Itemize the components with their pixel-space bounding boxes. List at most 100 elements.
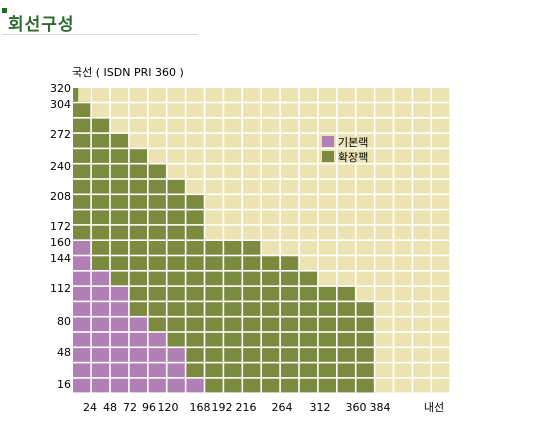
grid-cell xyxy=(394,179,412,194)
grid-cell xyxy=(262,149,280,163)
grid-cell xyxy=(205,179,223,194)
grid-cell xyxy=(375,271,393,286)
title-divider xyxy=(2,34,198,35)
grid-cell xyxy=(280,363,299,378)
grid-cell xyxy=(413,241,431,255)
grid-cell xyxy=(110,88,129,102)
grid-cell xyxy=(394,363,412,378)
grid-cell xyxy=(148,225,166,240)
grid-cell xyxy=(110,363,129,378)
y-tick-label: 304 xyxy=(50,98,71,111)
grid-cell xyxy=(243,286,261,301)
legend-swatch xyxy=(322,136,334,147)
grid-cell xyxy=(243,225,261,240)
grid-cell xyxy=(318,210,336,225)
grid-cell xyxy=(91,256,110,270)
grid-cell xyxy=(299,348,318,362)
grid-cell xyxy=(299,133,318,148)
grid-cell xyxy=(318,256,336,270)
grid-cell xyxy=(262,378,280,393)
grid-cell xyxy=(148,286,166,301)
grid-cell xyxy=(205,241,223,255)
grid-cell xyxy=(432,225,450,240)
grid-cell xyxy=(73,378,91,393)
grid-cell xyxy=(262,164,280,179)
grid-cell xyxy=(318,378,336,393)
grid-cell xyxy=(356,210,374,225)
grid-cell xyxy=(299,332,318,347)
grid-cell xyxy=(337,118,355,133)
grid-cell xyxy=(186,271,204,286)
grid-cell xyxy=(243,164,261,179)
grid-cell xyxy=(224,164,242,179)
y-tick-label: 80 xyxy=(57,315,71,328)
grid-cell xyxy=(205,348,223,362)
grid-cell xyxy=(224,225,242,240)
partial-cell xyxy=(356,385,374,393)
grid-cell xyxy=(91,302,110,316)
grid-cell xyxy=(73,179,91,194)
grid-cell xyxy=(167,164,185,179)
grid-cell xyxy=(91,363,110,378)
grid-cell xyxy=(167,179,185,194)
grid-cell xyxy=(432,103,450,117)
grid-cell xyxy=(356,241,374,255)
grid-cell xyxy=(205,317,223,332)
grid-cell xyxy=(394,332,412,347)
grid-cell xyxy=(129,271,147,286)
grid-cell xyxy=(432,271,450,286)
grid-cell xyxy=(205,103,223,117)
grid-cell xyxy=(318,317,336,332)
grid-cell xyxy=(167,378,185,393)
grid-cell xyxy=(432,256,450,270)
grid-cell xyxy=(375,286,393,301)
grid-cell xyxy=(394,286,412,301)
grid-cell xyxy=(262,241,280,255)
x-tick-label: 120 xyxy=(158,401,179,414)
y-tick-label: 48 xyxy=(57,346,71,359)
grid-cell xyxy=(243,332,261,347)
grid-cell xyxy=(337,332,355,347)
grid-cell xyxy=(356,225,374,240)
grid-cell xyxy=(262,256,280,270)
grid-cell xyxy=(318,118,336,133)
grid-cell xyxy=(337,103,355,117)
grid-cell xyxy=(318,241,336,255)
grid-cell xyxy=(110,164,129,179)
grid-cell xyxy=(432,363,450,378)
title-marker-icon xyxy=(2,8,7,13)
grid-cell xyxy=(148,118,166,133)
y-tick-label: 160 xyxy=(50,236,71,249)
grid-cell xyxy=(224,332,242,347)
grid-cell xyxy=(148,348,166,362)
grid-cell xyxy=(167,271,185,286)
grid-cell xyxy=(375,103,393,117)
grid-cell xyxy=(413,256,431,270)
grid-cell xyxy=(299,179,318,194)
grid-cell xyxy=(432,118,450,133)
grid-cell xyxy=(129,133,147,148)
grid-cell xyxy=(299,302,318,316)
grid-cell xyxy=(299,195,318,209)
grid-cell xyxy=(299,164,318,179)
grid-cell xyxy=(205,363,223,378)
grid-cell xyxy=(205,149,223,163)
grid-cell xyxy=(110,210,129,225)
grid-cell xyxy=(243,363,261,378)
grid-cell xyxy=(186,256,204,270)
x-tick-label: 72 xyxy=(123,401,137,414)
grid-cell xyxy=(148,256,166,270)
grid-cell xyxy=(243,378,261,393)
grid-cell xyxy=(110,348,129,362)
x-tick-label: 24 xyxy=(83,401,97,414)
grid-cell xyxy=(110,332,129,347)
grid-cell xyxy=(413,164,431,179)
grid-cell xyxy=(262,103,280,117)
grid-cell xyxy=(167,241,185,255)
grid-cell xyxy=(413,103,431,117)
y-tick-label: 172 xyxy=(50,220,71,233)
grid-cell xyxy=(318,302,336,316)
grid-cell xyxy=(148,271,166,286)
grid-cell xyxy=(243,103,261,117)
